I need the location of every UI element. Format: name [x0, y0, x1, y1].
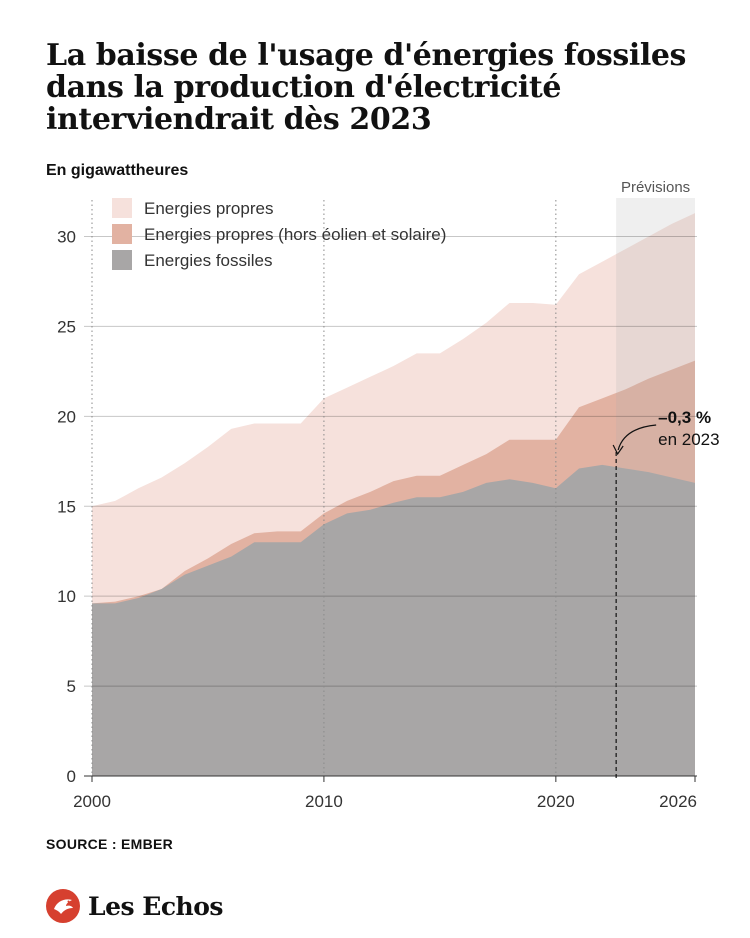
- area-fossil-energy: [92, 464, 695, 776]
- annotation-text: en 2023: [658, 430, 719, 449]
- legend-swatch: [112, 198, 132, 218]
- y-tick-label: 0: [67, 767, 76, 786]
- legend-swatch: [112, 250, 132, 270]
- brand-name: Les Echos: [88, 891, 223, 921]
- y-tick-label: 15: [57, 497, 76, 516]
- y-tick-label: 10: [57, 587, 76, 606]
- area-chart: Prévisions 0 5 10 15 20 25 30 2000 2010 2020 2026 –0…: [57, 179, 720, 811]
- legend-label: Energies propres: [144, 199, 273, 218]
- annotation-value: –0,3 %: [658, 408, 711, 427]
- source-note: SOURCE : EMBER: [46, 836, 174, 852]
- annotation-arrow: [617, 424, 657, 451]
- legend-label: Energies fossiles: [144, 251, 273, 270]
- les-echos-logo: Les Echos: [46, 888, 223, 924]
- x-tick-label: 2010: [305, 792, 343, 811]
- forecast-band: [616, 198, 695, 776]
- legend-swatch: [112, 224, 132, 244]
- x-tick-label: 2020: [537, 792, 575, 811]
- y-tick-label: 30: [57, 228, 76, 247]
- x-tick-label: 2000: [73, 792, 111, 811]
- legend-label: Energies propres (hors éolien et solaire…: [144, 225, 446, 244]
- chart-title: La baisse de l'usage d'énergies fossiles…: [46, 38, 687, 137]
- x-tick-label: 2026: [659, 792, 697, 811]
- y-tick-label: 20: [57, 407, 76, 426]
- annotation-arrowhead: [612, 444, 624, 456]
- y-tick-label: 25: [57, 317, 76, 336]
- bird-icon: [46, 889, 80, 923]
- forecast-label: Prévisions: [621, 179, 690, 196]
- y-tick-label: 5: [67, 677, 76, 696]
- unit-label: En gigawattheures: [46, 162, 189, 179]
